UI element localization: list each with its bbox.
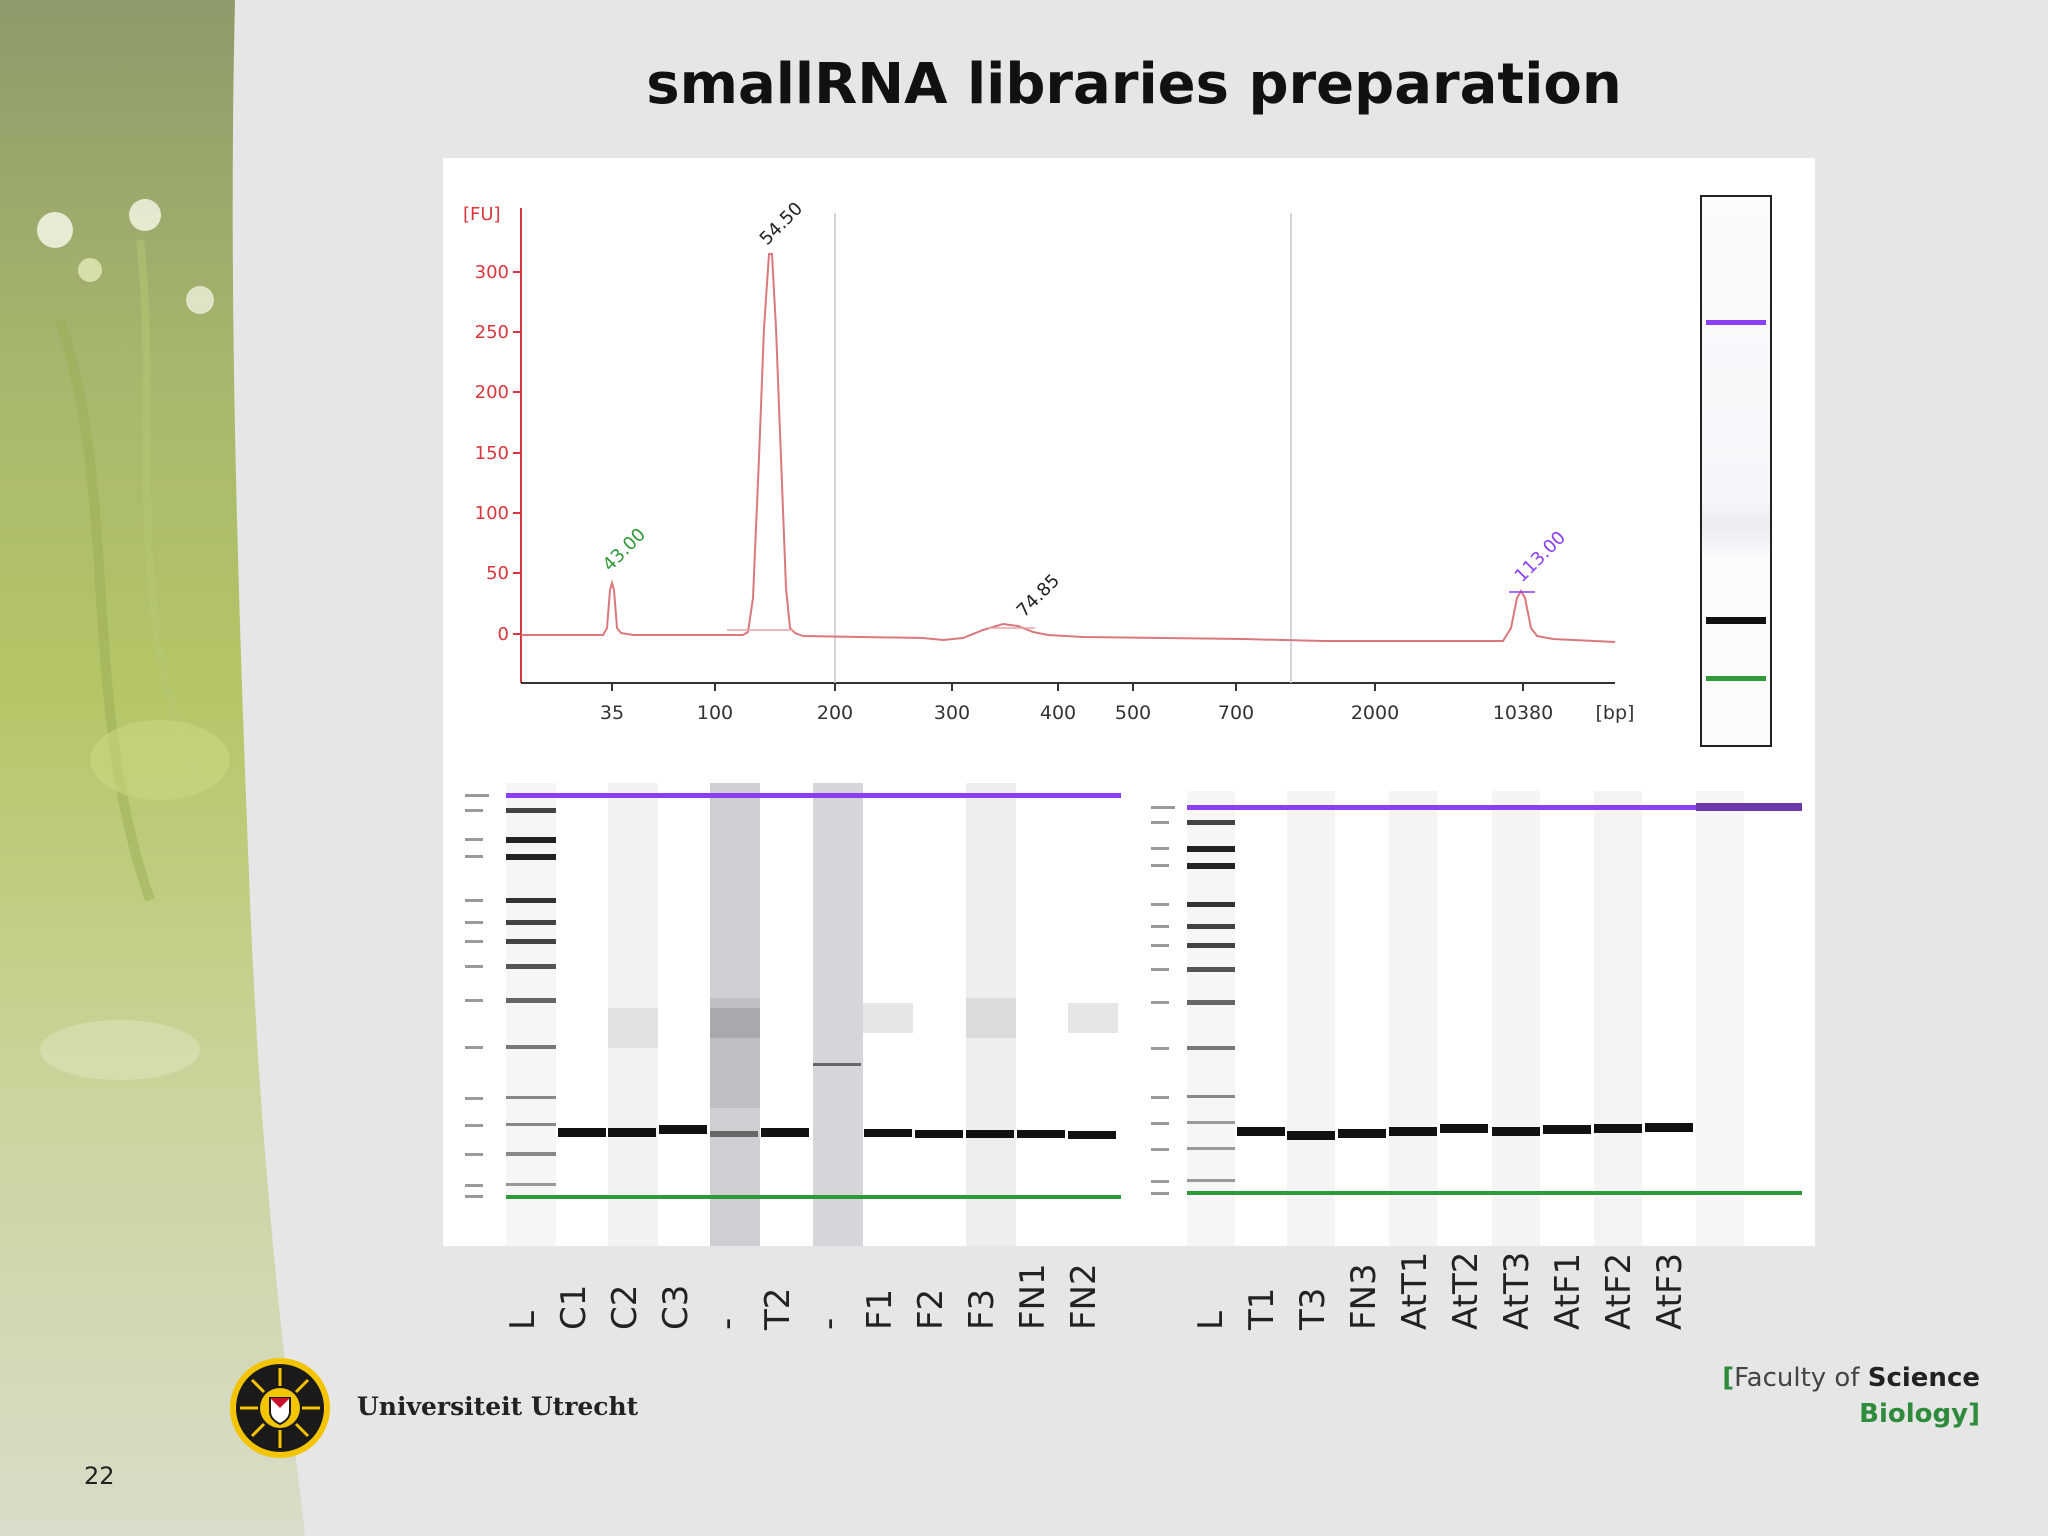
x-tick-label: 500 (1115, 702, 1151, 724)
lane-label: - (809, 1317, 849, 1330)
university-name: Universiteit Utrecht (357, 1392, 639, 1421)
sample-band (1706, 617, 1766, 624)
x-axis-unit-label: [bp] (1596, 702, 1635, 724)
upper-marker-row (1187, 803, 1802, 811)
lane-label: F2 (911, 1288, 951, 1330)
y-tick-label: 50 (486, 563, 509, 584)
x-tick-label: 2000 (1351, 702, 1399, 724)
lower-marker-band (1706, 676, 1766, 681)
lane-label: F3 (962, 1288, 1002, 1330)
sample-bands (1237, 1123, 1693, 1140)
upper-marker-band (1706, 320, 1766, 325)
faculty-prefix: Faculty of (1734, 1363, 1868, 1393)
faculty-name: Science (1867, 1363, 1980, 1393)
y-tick-label: 100 (475, 503, 509, 524)
sample-bands (558, 1063, 1116, 1139)
ladder-size-labels (1151, 806, 1175, 1195)
y-tick-label: 200 (475, 382, 509, 403)
upper-marker-row (506, 793, 1121, 798)
gel-image-right (1143, 791, 1808, 1246)
lane-label: T1 (1242, 1287, 1282, 1330)
lane-label: AtT2 (1446, 1251, 1486, 1330)
y-axis-unit-label: [FU] (463, 204, 501, 225)
peak-label-broad-peak: 74.85 (1013, 570, 1064, 621)
decorative-plant-background (0, 0, 305, 1536)
lane-label: AtF1 (1548, 1252, 1588, 1330)
lane-label: C2 (605, 1284, 645, 1330)
x-tick-label: 200 (817, 702, 853, 724)
gel-lanes-backgrounds (506, 783, 1118, 1246)
faculty-bracket-open: [ (1722, 1363, 1735, 1393)
y-tick-label: 0 (498, 624, 509, 645)
ladder-size-labels (465, 794, 489, 1198)
lower-marker-row (1187, 1191, 1802, 1195)
university-seal-logo (230, 1358, 330, 1458)
lane-label: C3 (656, 1284, 696, 1330)
y-tick-label: 150 (475, 443, 509, 464)
lane-label: T3 (1293, 1287, 1333, 1330)
department-name: Biology (1859, 1399, 1969, 1429)
bioanalyzer-figure: [FU] 300 250 200 150 100 50 0 (443, 158, 1815, 1246)
lane-label: L (503, 1311, 543, 1330)
y-tick-label: 250 (475, 322, 509, 343)
peak-label-main-peak: 54.50 (756, 198, 807, 249)
slide-title: smallRNA libraries preparation (646, 52, 1622, 117)
page-number: 22 (84, 1462, 115, 1490)
lane-label: AtT1 (1395, 1251, 1435, 1330)
y-tick-label: 300 (475, 262, 509, 283)
electropherogram-trace (521, 253, 1616, 643)
lane-label: FN3 (1344, 1263, 1384, 1330)
gel-lanes-backgrounds (1187, 791, 1744, 1246)
faculty-bracket-close: ] (1968, 1399, 1980, 1429)
x-tick-label: 10380 (1493, 702, 1553, 724)
virtual-gel-lane (1700, 195, 1772, 747)
x-tick-label: 400 (1040, 702, 1076, 724)
lane-label: F1 (860, 1288, 900, 1330)
x-tick-label: 100 (697, 702, 733, 724)
x-tick-label: 300 (934, 702, 970, 724)
lower-marker-row (506, 1195, 1121, 1199)
peak-label-upper-marker: 113.00 (1511, 527, 1570, 586)
faculty-logo-text: [Faculty of Science Biology] (1722, 1360, 1980, 1432)
lane-label: AtT3 (1497, 1251, 1537, 1330)
lane-label: T2 (758, 1287, 798, 1330)
lane-label: FN1 (1013, 1263, 1053, 1330)
lane-label: AtF3 (1650, 1252, 1690, 1330)
lane-label: FN2 (1064, 1263, 1104, 1330)
lane-label: - (707, 1317, 747, 1330)
x-tick-label: 700 (1218, 702, 1254, 724)
plot-frame (520, 208, 1615, 684)
lane-label: AtF2 (1599, 1252, 1639, 1330)
lane-label: C1 (554, 1284, 594, 1330)
gel-image-left (443, 783, 1123, 1246)
lane-label: L (1191, 1311, 1231, 1330)
electropherogram-chart: [FU] 300 250 200 150 100 50 0 (463, 198, 1635, 724)
peak-label-lower-marker: 43.00 (599, 524, 650, 575)
x-tick-label: 35 (600, 702, 624, 724)
